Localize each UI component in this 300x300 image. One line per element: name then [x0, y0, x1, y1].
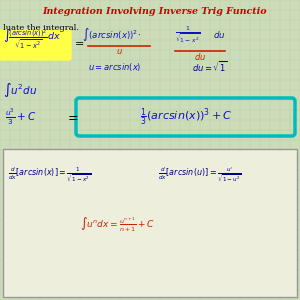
Text: $\int u^{2}du$: $\int u^{2}du$ — [3, 81, 37, 99]
Text: $\frac{u^{3}}{3}+C$: $\frac{u^{3}}{3}+C$ — [5, 107, 37, 127]
Text: $du$: $du$ — [213, 29, 226, 40]
Text: $\frac{1}{3}(arcsin(x))^{3}+C$: $\frac{1}{3}(arcsin(x))^{3}+C$ — [140, 106, 232, 128]
Bar — [3, 149, 297, 297]
Text: $\frac{d}{dx}[arcsin(u)] = \frac{u'}{\sqrt{1-u^{2}}}$: $\frac{d}{dx}[arcsin(u)] = \frac{u'}{\sq… — [158, 166, 242, 184]
Text: $\int\!\frac{(arcsin(x))^{2}}{\sqrt{1-x^2}}dx$: $\int\!\frac{(arcsin(x))^{2}}{\sqrt{1-x^… — [3, 28, 61, 52]
Text: $du$: $du$ — [194, 52, 206, 62]
Text: $\frac{d}{dx}[arcsin(x)] = \frac{1}{\sqrt{1-x^{2}}}$: $\frac{d}{dx}[arcsin(x)] = \frac{1}{\sqr… — [8, 166, 91, 184]
Text: $du = \sqrt{1}$: $du = \sqrt{1}$ — [192, 60, 228, 74]
Text: Integration Involving Inverse Trig Functio: Integration Involving Inverse Trig Funct… — [43, 8, 267, 16]
Text: $\int(arcsin(x))^{2}\!\cdot$: $\int(arcsin(x))^{2}\!\cdot$ — [82, 27, 141, 44]
Text: $\frac{1}{\sqrt{1-x^{2}}}$: $\frac{1}{\sqrt{1-x^{2}}}$ — [175, 24, 201, 46]
Text: $\int u^{n}dx = \frac{u^{n+1}}{n+1}+C$: $\int u^{n}dx = \frac{u^{n+1}}{n+1}+C$ — [80, 216, 155, 234]
Text: $=$: $=$ — [65, 110, 79, 124]
Text: luate the integral.: luate the integral. — [3, 24, 79, 32]
Text: $u$: $u$ — [116, 46, 122, 56]
Text: $=$: $=$ — [72, 37, 84, 47]
FancyBboxPatch shape — [0, 30, 71, 60]
Text: $u = arcsin(x)$: $u = arcsin(x)$ — [88, 61, 142, 73]
